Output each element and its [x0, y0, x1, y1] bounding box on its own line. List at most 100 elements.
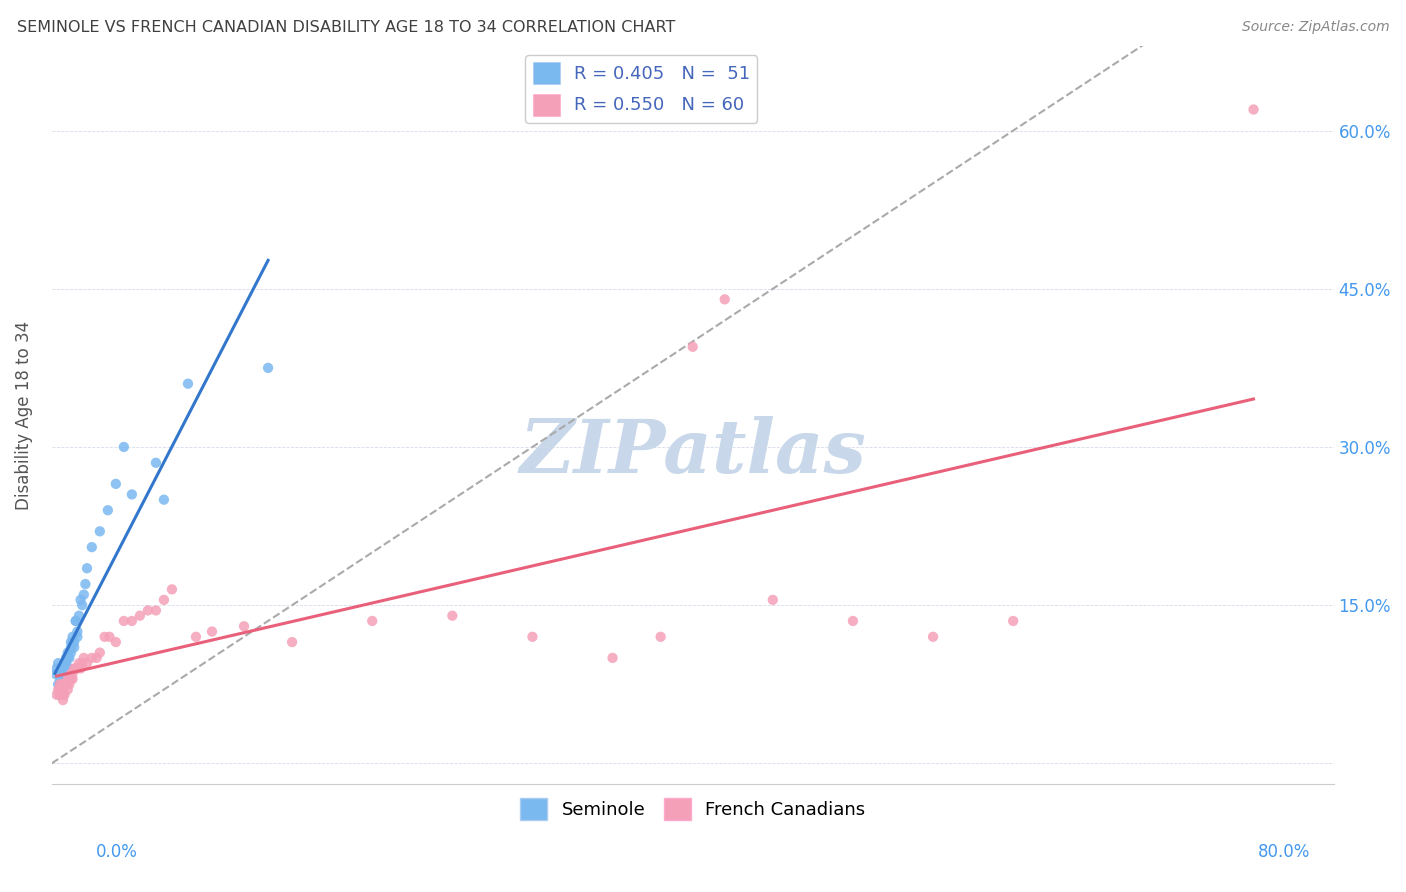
Text: 0.0%: 0.0%	[96, 843, 138, 861]
Point	[713, 293, 735, 307]
Legend: Seminole, French Canadians: Seminole, French Canadians	[513, 790, 872, 827]
Point	[66, 630, 89, 644]
Point	[145, 456, 167, 470]
Point	[58, 666, 80, 681]
Point	[55, 677, 77, 691]
Point	[59, 640, 82, 655]
Text: 80.0%: 80.0%	[1258, 843, 1310, 861]
Point	[56, 682, 79, 697]
Point	[52, 688, 75, 702]
Point	[67, 608, 90, 623]
Point	[46, 677, 69, 691]
Point	[98, 630, 121, 644]
Point	[52, 693, 75, 707]
Point	[52, 672, 75, 686]
Point	[112, 614, 135, 628]
Point	[145, 603, 167, 617]
Point	[233, 619, 256, 633]
Point	[76, 561, 98, 575]
Point	[69, 593, 91, 607]
Point	[104, 476, 127, 491]
Point	[441, 608, 464, 623]
Point	[112, 440, 135, 454]
Point	[49, 677, 72, 691]
Y-axis label: Disability Age 18 to 34: Disability Age 18 to 34	[15, 321, 32, 510]
Point	[49, 682, 72, 697]
Point	[56, 661, 79, 675]
Point	[53, 677, 76, 691]
Point	[46, 656, 69, 670]
Point	[63, 661, 86, 675]
Point	[62, 672, 84, 686]
Point	[52, 666, 75, 681]
Point	[128, 608, 150, 623]
Point	[69, 661, 91, 675]
Point	[58, 677, 80, 691]
Point	[45, 688, 67, 702]
Point	[650, 630, 672, 644]
Point	[153, 593, 176, 607]
Point	[602, 651, 624, 665]
Text: SEMINOLE VS FRENCH CANADIAN DISABILITY AGE 18 TO 34 CORRELATION CHART: SEMINOLE VS FRENCH CANADIAN DISABILITY A…	[17, 20, 675, 35]
Point	[66, 661, 89, 675]
Point	[201, 624, 224, 639]
Point	[70, 656, 93, 670]
Point	[76, 656, 98, 670]
Point	[136, 603, 159, 617]
Point	[51, 677, 73, 691]
Point	[1243, 103, 1265, 117]
Point	[51, 682, 73, 697]
Point	[65, 614, 87, 628]
Point	[52, 688, 75, 702]
Point	[53, 656, 76, 670]
Point	[58, 672, 80, 686]
Point	[52, 682, 75, 697]
Point	[65, 614, 87, 628]
Point	[1002, 614, 1025, 628]
Point	[62, 666, 84, 681]
Point	[762, 593, 785, 607]
Point	[65, 661, 87, 675]
Point	[51, 688, 73, 702]
Point	[58, 651, 80, 665]
Point	[53, 661, 76, 675]
Point	[45, 661, 67, 675]
Point	[73, 588, 96, 602]
Point	[682, 340, 704, 354]
Point	[184, 630, 207, 644]
Text: ZIPatlas: ZIPatlas	[519, 416, 866, 489]
Point	[59, 672, 82, 686]
Point	[56, 672, 79, 686]
Point	[49, 677, 72, 691]
Point	[257, 360, 280, 375]
Point	[51, 677, 73, 691]
Point	[58, 661, 80, 675]
Point	[160, 582, 183, 597]
Point	[361, 614, 384, 628]
Point	[121, 487, 143, 501]
Point	[104, 635, 127, 649]
Point	[55, 656, 77, 670]
Point	[89, 524, 111, 539]
Point	[177, 376, 200, 391]
Point	[522, 630, 544, 644]
Point	[66, 624, 89, 639]
Point	[55, 677, 77, 691]
Point	[121, 614, 143, 628]
Point	[80, 540, 103, 554]
Point	[51, 688, 73, 702]
Point	[56, 646, 79, 660]
Point	[70, 598, 93, 612]
Point	[73, 651, 96, 665]
Point	[93, 630, 115, 644]
Point	[62, 630, 84, 644]
Point	[49, 688, 72, 702]
Point	[97, 503, 120, 517]
Point	[922, 630, 945, 644]
Point	[51, 682, 73, 697]
Point	[56, 651, 79, 665]
Text: Source: ZipAtlas.com: Source: ZipAtlas.com	[1241, 20, 1389, 34]
Point	[86, 651, 108, 665]
Point	[842, 614, 865, 628]
Point	[55, 651, 77, 665]
